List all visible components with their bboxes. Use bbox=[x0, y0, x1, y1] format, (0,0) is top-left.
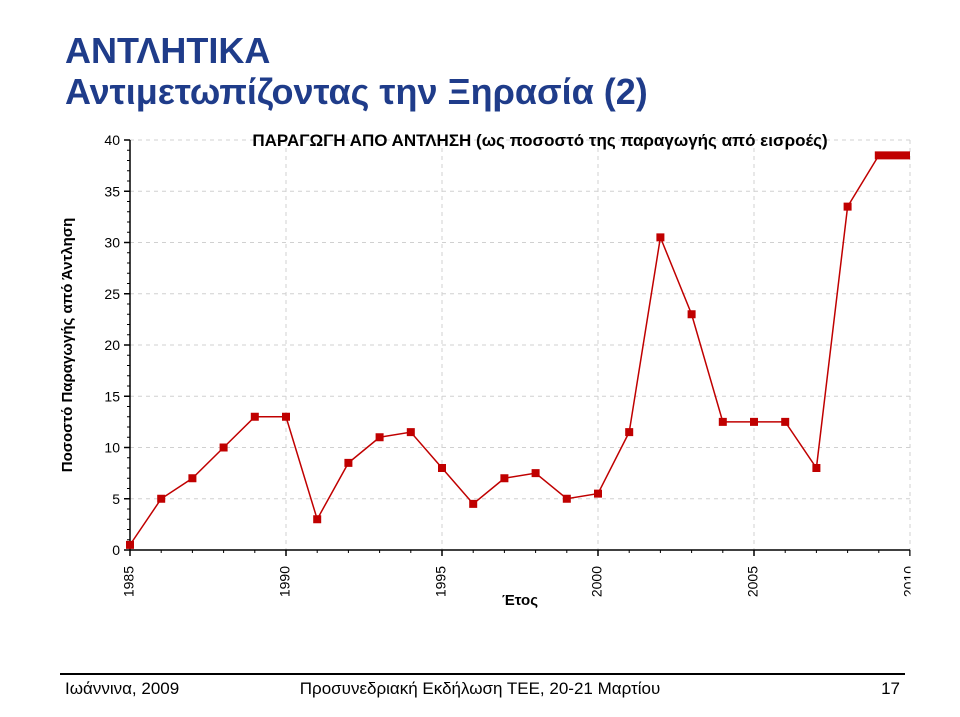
svg-text:0: 0 bbox=[112, 542, 120, 558]
line-chart: 0510152025303540198519901995200020052010… bbox=[50, 130, 930, 620]
svg-text:1995: 1995 bbox=[433, 566, 449, 597]
svg-text:5: 5 bbox=[112, 491, 120, 507]
svg-text:1985: 1985 bbox=[121, 566, 137, 597]
title-line-1: ΑΝΤΛΗΤΙΚΑ bbox=[65, 30, 270, 71]
svg-text:25: 25 bbox=[104, 286, 120, 302]
svg-text:15: 15 bbox=[104, 388, 120, 404]
title-line-2: Αντιμετωπίζοντας την Ξηρασία (2) bbox=[65, 71, 648, 112]
svg-text:Ποσοστό Παραγωγής από Άντληση: Ποσοστό Παραγωγής από Άντληση bbox=[59, 218, 76, 472]
footer-center: Προσυνεδριακή Εκδήλωση ΤΕΕ, 20-21 Μαρτίο… bbox=[0, 679, 960, 699]
footer-page: 17 bbox=[881, 679, 900, 699]
svg-text:1990: 1990 bbox=[277, 566, 293, 597]
svg-text:40: 40 bbox=[104, 132, 120, 148]
svg-text:ΠΑΡΑΓΩΓΗ ΑΠΟ ΑΝΤΛΗΣΗ (ως ποσοσ: ΠΑΡΑΓΩΓΗ ΑΠΟ ΑΝΤΛΗΣΗ (ως ποσοστό της παρ… bbox=[252, 131, 827, 150]
svg-text:35: 35 bbox=[104, 183, 120, 199]
chart-area: 0510152025303540198519901995200020052010… bbox=[50, 130, 930, 620]
svg-text:Έτος: Έτος bbox=[502, 592, 538, 609]
page-title: ΑΝΤΛΗΤΙΚΑ Αντιμετωπίζοντας την Ξηρασία (… bbox=[65, 30, 648, 113]
svg-text:20: 20 bbox=[104, 337, 120, 353]
svg-text:30: 30 bbox=[104, 235, 120, 251]
svg-text:10: 10 bbox=[104, 440, 120, 456]
svg-text:2000: 2000 bbox=[589, 566, 605, 597]
footer-rule bbox=[60, 673, 905, 675]
svg-text:2005: 2005 bbox=[745, 566, 761, 597]
